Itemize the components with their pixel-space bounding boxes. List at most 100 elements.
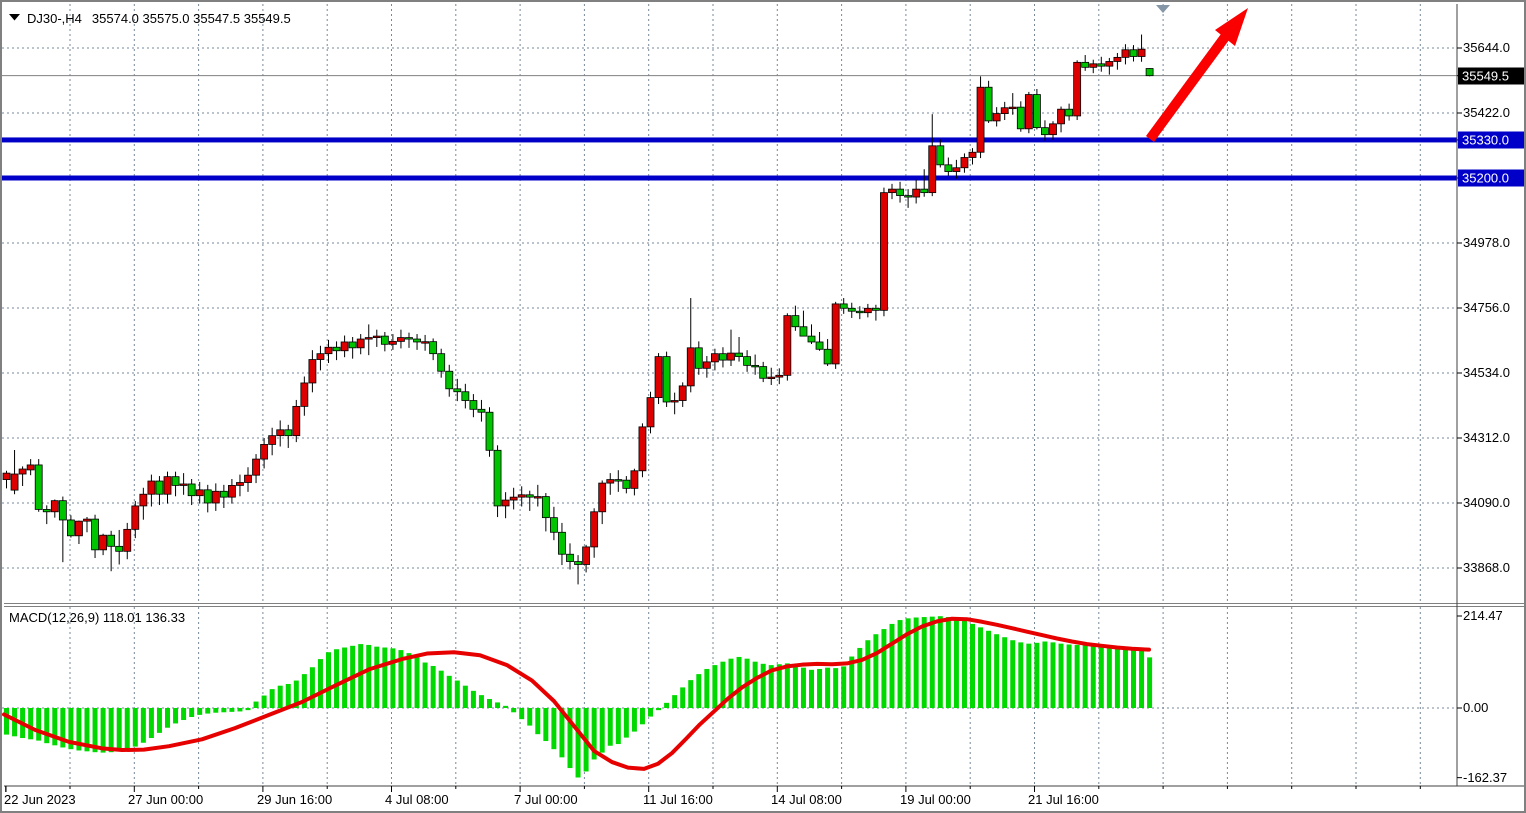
candle-body — [863, 307, 872, 314]
candle-body — [493, 449, 502, 507]
candle-body — [316, 353, 325, 360]
candle-body — [807, 335, 816, 343]
trend-arrow-head[interactable] — [1215, 8, 1248, 46]
macd-histogram-bar — [825, 667, 831, 708]
candle-body — [1105, 61, 1114, 67]
candle-body — [976, 86, 985, 153]
macd-histogram-bar — [1034, 642, 1040, 708]
candle-body — [646, 397, 655, 428]
candle-body — [340, 341, 349, 352]
macd-histogram-bar — [1050, 642, 1056, 708]
macd-histogram-bar — [269, 689, 275, 708]
time-axis-label: 22 Jun 2023 — [4, 792, 76, 807]
macd-histogram-bar — [615, 708, 621, 745]
macd-histogram-bar — [728, 658, 734, 708]
macd-histogram-bar — [398, 650, 404, 708]
macd-histogram-bar — [156, 708, 162, 733]
macd-histogram-bar — [752, 661, 758, 708]
macd-histogram-bar — [503, 705, 509, 708]
support-line[interactable] — [2, 175, 1457, 181]
macd-histogram-bar — [197, 708, 203, 715]
candle-body — [1041, 127, 1049, 136]
panel-divider — [4, 606, 1524, 607]
macd-histogram-bar — [809, 669, 814, 708]
macd-histogram-bar — [817, 668, 823, 708]
candle-body — [203, 489, 212, 504]
candle-body — [992, 113, 1001, 122]
candle-body — [252, 458, 260, 476]
resistance-line[interactable] — [2, 137, 1457, 143]
price-axis-label: 33868.0 — [1463, 560, 1510, 575]
candle-body — [920, 188, 929, 194]
candle-body — [219, 490, 228, 498]
macd-histogram-bar — [680, 687, 686, 708]
candle-body — [638, 426, 647, 472]
macd-histogram-bar — [261, 695, 267, 708]
macd-histogram-bar — [696, 674, 702, 708]
macd-histogram-bar — [1090, 644, 1096, 708]
candle-body — [566, 553, 574, 562]
candle-body — [445, 370, 454, 390]
candle-body — [1081, 61, 1090, 68]
candle-body — [18, 468, 27, 475]
macd-histogram-bar — [945, 617, 951, 708]
candle-body — [123, 528, 132, 552]
macd-histogram-bar — [495, 702, 501, 708]
macd-histogram-bar — [1106, 647, 1112, 708]
candle-body — [606, 479, 615, 484]
current-price-label: 35549.5 — [1458, 67, 1524, 85]
macd-histogram-bar — [358, 644, 364, 708]
candle-body — [904, 195, 912, 198]
candle-body — [968, 151, 977, 158]
candle-body — [276, 429, 285, 437]
time-axis-label: 14 Jul 08:00 — [771, 792, 842, 807]
macd-histogram-bar — [656, 708, 662, 711]
candle-body — [405, 337, 413, 340]
candle-body — [236, 482, 244, 486]
candle-body — [509, 496, 518, 501]
candle-body — [839, 303, 848, 309]
candle-body — [944, 164, 953, 172]
macd-axis-label: 0.00 — [1463, 700, 1489, 715]
macd-histogram-bar — [865, 640, 871, 708]
candle-body — [1016, 106, 1025, 130]
macd-histogram-bar — [913, 617, 919, 708]
macd-histogram-bar — [1131, 648, 1136, 708]
candle-body — [928, 145, 937, 194]
candle-body — [501, 499, 510, 507]
candle-body — [1145, 68, 1154, 77]
chart-shift-marker-icon — [1156, 5, 1170, 13]
candle-body — [437, 353, 446, 372]
macd-histogram-bar — [841, 666, 847, 708]
macd-histogram-bar — [221, 708, 227, 713]
macd-histogram-bar — [52, 708, 58, 746]
candle-body — [50, 500, 59, 513]
macd-histogram-bar — [342, 647, 348, 708]
macd-histogram-bar — [454, 680, 460, 708]
trend-arrow-shaft[interactable] — [1145, 34, 1230, 142]
candle-body — [1065, 108, 1073, 117]
macd-histogram-bar — [36, 708, 42, 741]
macd-histogram-bar — [889, 623, 895, 708]
candle-body — [1121, 49, 1130, 58]
macd-histogram-bar — [768, 665, 774, 708]
macd-histogram-bar — [970, 623, 975, 708]
macd-histogram-bar — [800, 667, 806, 708]
candle-body — [630, 470, 639, 489]
candle-body — [1073, 61, 1082, 117]
candle-body — [767, 376, 776, 379]
macd-axis-label: -162.37 — [1463, 769, 1508, 785]
macd-histogram-bar — [953, 618, 959, 708]
macd-indicator-label: MACD(12,26,9) 118.01 136.33 — [9, 610, 186, 625]
candle-body — [429, 341, 438, 355]
candle-body — [1097, 63, 1106, 67]
candle-body — [372, 335, 381, 339]
candle-body — [831, 303, 840, 365]
macd-histogram-bar — [100, 708, 106, 753]
macd-histogram-bar — [527, 708, 533, 726]
candle-body — [10, 473, 19, 491]
macd-histogram-bar — [382, 647, 388, 708]
macd-histogram-bar — [937, 616, 943, 708]
macd-histogram-bar — [1026, 643, 1032, 708]
